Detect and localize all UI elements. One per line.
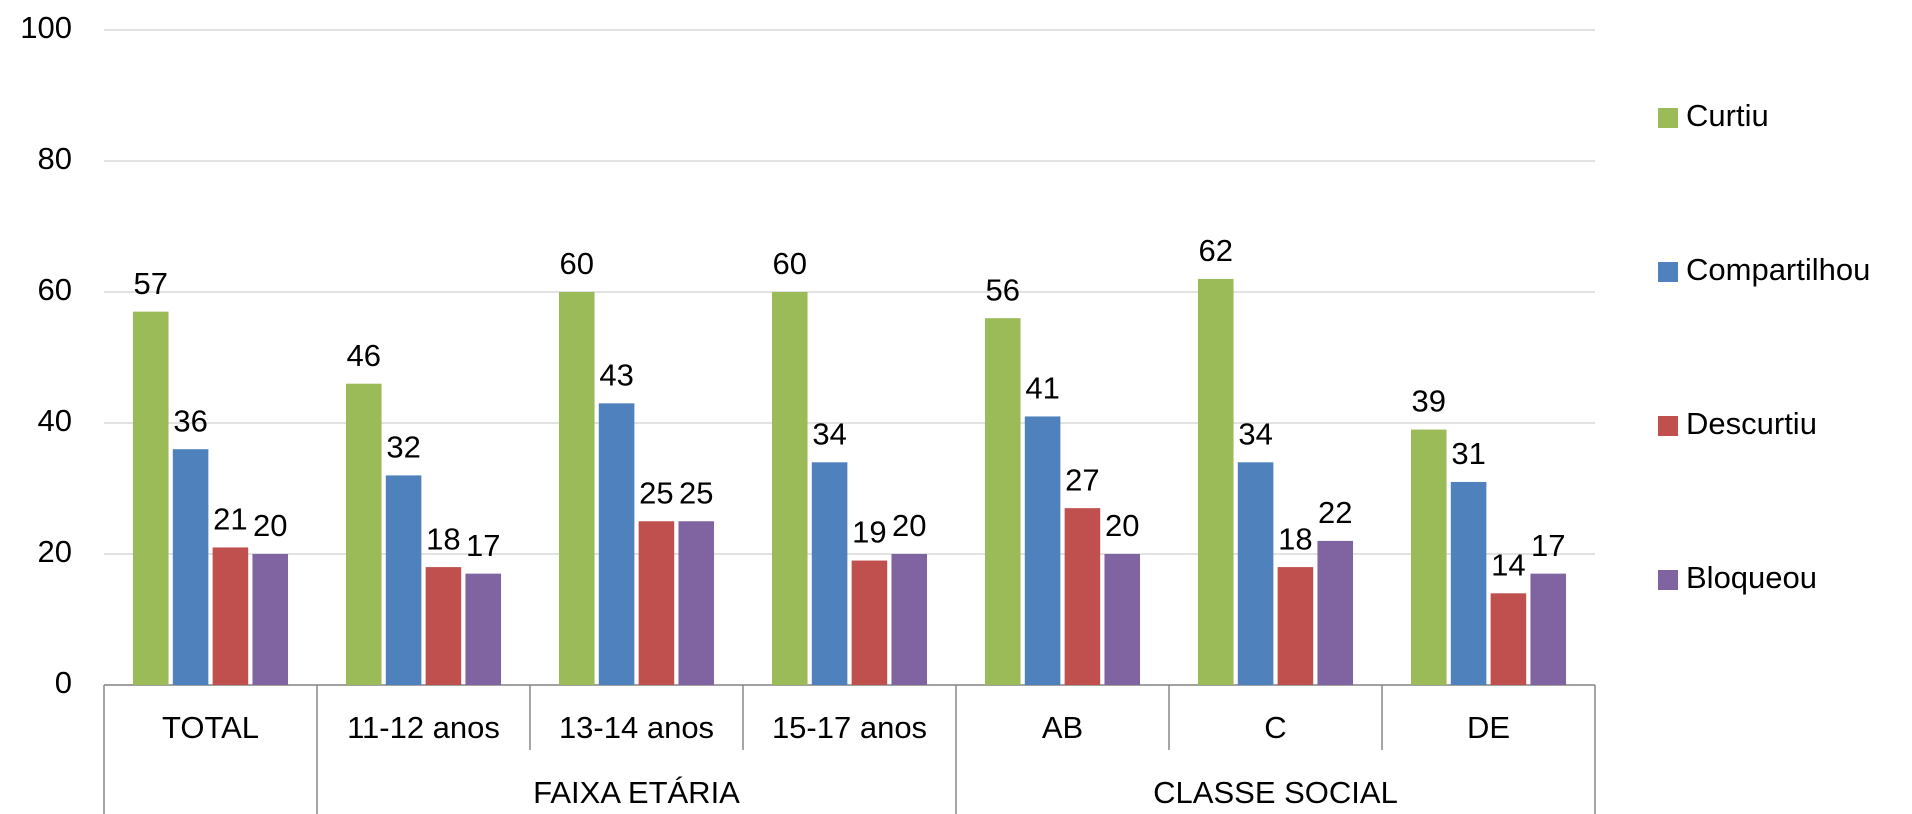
- legend-swatch: [1658, 108, 1678, 128]
- bar: [1277, 567, 1314, 685]
- bar: [1064, 508, 1101, 685]
- bar: [1490, 593, 1527, 685]
- y-tick-label: 60: [38, 272, 72, 307]
- bar: [811, 462, 848, 685]
- y-tick-label: 0: [55, 665, 72, 700]
- bar: [1237, 462, 1274, 685]
- bar: [678, 521, 715, 685]
- y-tick-label: 20: [38, 534, 72, 569]
- data-label: 18: [1278, 521, 1312, 556]
- bar: [345, 383, 382, 685]
- data-label: 56: [986, 272, 1020, 307]
- data-label: 46: [347, 338, 381, 373]
- data-label: 18: [426, 521, 460, 556]
- x-tick-label: 11-12 anos: [347, 710, 500, 745]
- legend-swatch: [1658, 262, 1678, 282]
- data-label: 36: [173, 403, 207, 438]
- legend-label: Curtiu: [1686, 98, 1769, 133]
- data-label: 25: [639, 475, 673, 510]
- group-label: CLASSE SOCIAL: [1153, 775, 1398, 810]
- legend-label: Descurtiu: [1686, 406, 1817, 441]
- data-label: 34: [812, 416, 846, 451]
- x-tick-label: 15-17 anos: [772, 710, 927, 745]
- bar: [252, 554, 289, 685]
- x-tick-label: TOTAL: [162, 710, 259, 745]
- data-label: 19: [852, 515, 886, 550]
- data-label: 41: [1025, 371, 1059, 406]
- data-label: 17: [466, 528, 500, 563]
- data-label: 57: [134, 266, 168, 301]
- y-tick-label: 100: [20, 10, 72, 45]
- data-label: 14: [1491, 547, 1525, 582]
- y-tick-label: 40: [38, 403, 72, 438]
- data-label: 62: [1199, 233, 1233, 268]
- data-label: 60: [560, 246, 594, 281]
- legend-swatch: [1658, 416, 1678, 436]
- group-label: FAIXA ETÁRIA: [533, 775, 740, 810]
- bar: [1317, 540, 1354, 685]
- bar: [1410, 429, 1447, 685]
- bar: [172, 449, 209, 685]
- bar: [638, 521, 675, 685]
- x-tick-label: C: [1264, 710, 1286, 745]
- bar: [598, 403, 635, 685]
- y-tick-label: 80: [38, 141, 72, 176]
- bar: [1450, 481, 1487, 685]
- data-label: 43: [599, 358, 633, 393]
- data-label: 22: [1318, 495, 1352, 530]
- data-label: 20: [253, 508, 287, 543]
- bar: [1197, 278, 1234, 685]
- bar: [425, 567, 462, 685]
- legend-label: Compartilhou: [1686, 252, 1870, 287]
- data-label: 31: [1451, 436, 1485, 471]
- data-label: 60: [773, 246, 807, 281]
- data-label: 27: [1065, 462, 1099, 497]
- data-label: 20: [1105, 508, 1139, 543]
- data-label: 34: [1238, 416, 1272, 451]
- data-label: 39: [1412, 384, 1446, 419]
- bar: [385, 475, 422, 685]
- legend-label: Bloqueou: [1686, 560, 1817, 595]
- bar: [1024, 416, 1061, 685]
- legend-swatch: [1658, 570, 1678, 590]
- data-label: 32: [386, 430, 420, 465]
- data-label: 25: [679, 475, 713, 510]
- bar: [1104, 554, 1141, 685]
- x-tick-label: 13-14 anos: [559, 710, 714, 745]
- bar: [558, 292, 595, 685]
- data-label: 20: [892, 508, 926, 543]
- x-tick-label: DE: [1467, 710, 1510, 745]
- bar: [465, 573, 502, 685]
- bar: [771, 292, 808, 685]
- bar: [984, 318, 1021, 685]
- data-label: 17: [1531, 528, 1565, 563]
- x-tick-label: AB: [1042, 710, 1083, 745]
- bar: [1530, 573, 1567, 685]
- bar: [891, 554, 928, 685]
- bar: [132, 311, 169, 685]
- bar: [212, 547, 249, 685]
- bar: [851, 560, 888, 685]
- data-label: 21: [213, 502, 247, 537]
